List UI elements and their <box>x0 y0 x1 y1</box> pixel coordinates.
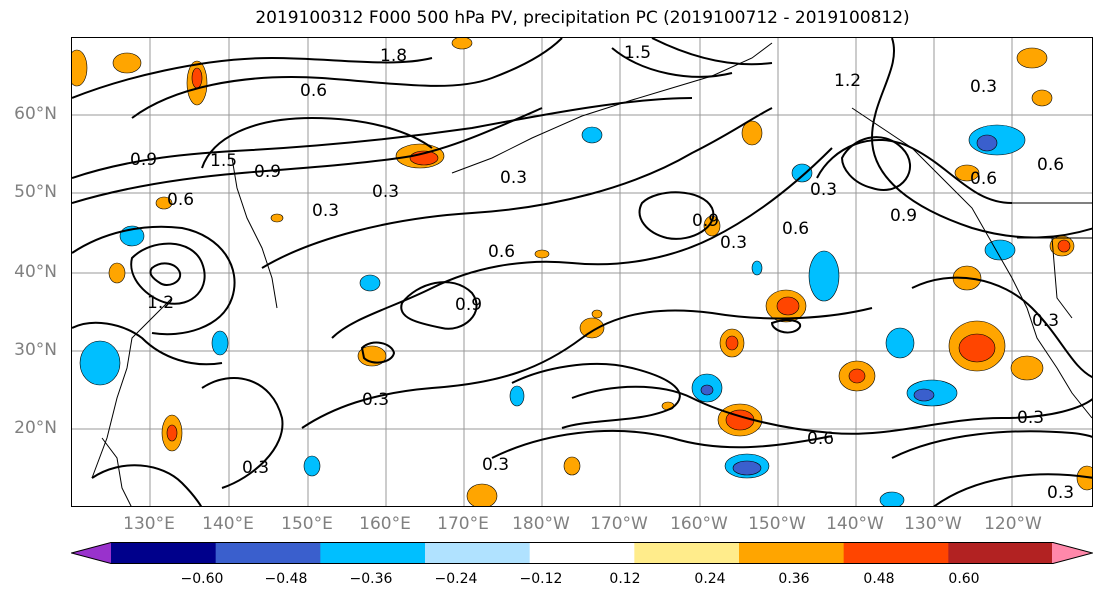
contour-label: 1.5 <box>624 43 651 63</box>
contour-label: 0.6 <box>488 242 515 262</box>
colorbar-segment <box>215 542 321 564</box>
contour-label: 0.6 <box>167 190 194 210</box>
contour-label: 0.3 <box>500 168 527 188</box>
contour-label: 0.9 <box>455 295 482 315</box>
colorbar-arrow-high <box>1052 542 1093 564</box>
contour-label: 0.3 <box>810 180 837 200</box>
lon-label: 180°W <box>512 514 570 534</box>
contour-label: 0.3 <box>970 77 997 97</box>
colorbar-outline <box>71 542 1093 564</box>
lon-label: 120°W <box>984 514 1042 534</box>
colorbar-tick: −0.48 <box>264 571 308 587</box>
contour-label: 0.9 <box>890 206 917 226</box>
colorbar-segment <box>739 542 845 564</box>
colorbar-tick: 0.36 <box>778 571 810 587</box>
contour-label: 0.9 <box>692 211 719 231</box>
contour-label: 0.3 <box>362 390 389 410</box>
contour-label: 0.3 <box>1032 311 1059 331</box>
colorbar-tick: 0.12 <box>609 571 641 587</box>
lon-label: 130°E <box>123 514 175 534</box>
contour-label: 0.3 <box>482 455 509 475</box>
colorbar-segment <box>425 542 531 564</box>
contour-label: 0.9 <box>254 162 281 182</box>
contour-label: 0.3 <box>242 458 269 478</box>
lon-label: 130°W <box>904 514 962 534</box>
contour-label: 1.5 <box>210 151 237 171</box>
lon-label: 170°W <box>590 514 648 534</box>
precip-shading <box>72 38 1092 506</box>
contour-label: 0.3 <box>1047 483 1074 503</box>
contour-labels: 1.8 1.5 0.6 1.2 0.3 1.5 0.9 0.9 0.6 0.3 … <box>130 43 1074 503</box>
contour-label: 0.6 <box>1037 155 1064 175</box>
colorbar-segment <box>320 542 426 564</box>
coastlines <box>91 42 1092 506</box>
colorbar <box>71 542 1093 564</box>
pv-contours <box>72 38 1092 506</box>
lon-label: 150°E <box>281 514 333 534</box>
contour-label: 0.6 <box>807 429 834 449</box>
lat-label: 40°N <box>14 262 57 282</box>
lon-label: 140°E <box>202 514 254 534</box>
lon-label: 140°W <box>826 514 884 534</box>
contour-label: 0.6 <box>300 81 327 101</box>
colorbar-arrow-low <box>71 542 112 564</box>
colorbar-tick: −0.24 <box>434 571 478 587</box>
colorbar-tick: 0.24 <box>694 571 726 587</box>
graticule <box>72 38 1092 506</box>
colorbar-segment <box>529 542 635 564</box>
contour-label: 1.2 <box>834 71 861 91</box>
colorbar-tick: 0.48 <box>863 571 895 587</box>
contour-label: 0.3 <box>1017 408 1044 428</box>
colorbar-segment <box>948 542 1054 564</box>
lat-label: 20°N <box>14 418 57 438</box>
contour-label: 0.6 <box>970 169 997 189</box>
lon-label: 160°E <box>359 514 411 534</box>
contour-label: 0.9 <box>130 150 157 170</box>
contour-label: 0.3 <box>720 233 747 253</box>
colorbar-tick: −0.60 <box>180 571 224 587</box>
lat-label: 60°N <box>14 104 57 124</box>
colorbar-segment <box>634 542 740 564</box>
colorbar-segment <box>111 542 217 564</box>
lon-label: 160°W <box>670 514 728 534</box>
colorbar-tick: 0.60 <box>948 571 980 587</box>
colorbar-tick: −0.36 <box>349 571 393 587</box>
map-title: 2019100312 F000 500 hPa PV, precipitatio… <box>255 8 910 28</box>
lat-label: 50°N <box>14 182 57 202</box>
map-canvas: 1.8 1.5 0.6 1.2 0.3 1.5 0.9 0.9 0.6 0.3 … <box>72 38 1092 506</box>
lon-label: 150°W <box>748 514 806 534</box>
contour-label: 0.3 <box>372 182 399 202</box>
lat-label: 30°N <box>14 340 57 360</box>
colorbar-tick: −0.12 <box>519 571 563 587</box>
colorbar-segment <box>843 542 949 564</box>
contour-label: 0.6 <box>782 219 809 239</box>
lon-label: 170°E <box>437 514 489 534</box>
contour-label: 0.3 <box>312 201 339 221</box>
map-panel: 1.8 1.5 0.6 1.2 0.3 1.5 0.9 0.9 0.6 0.3 … <box>71 37 1093 507</box>
contour-label: 1.8 <box>380 46 407 66</box>
contour-label: 1.2 <box>147 293 174 313</box>
